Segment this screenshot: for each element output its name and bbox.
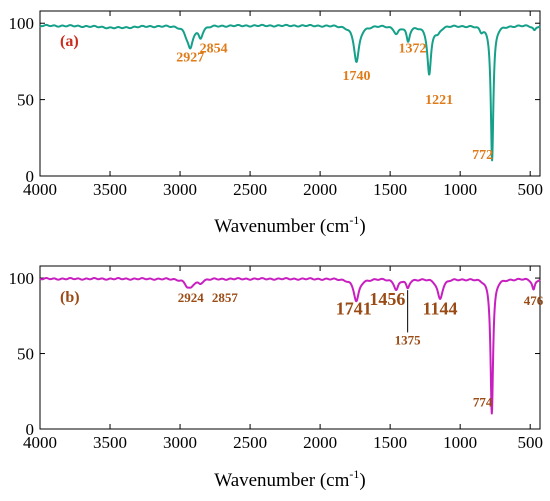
x-axis-label-b: Wavenumber (cm-1)	[214, 467, 365, 491]
x-tick-label: 500	[517, 433, 543, 452]
x-tick-label: 3000	[163, 180, 197, 199]
y-tick-label: 100	[9, 14, 35, 33]
plot-frame-b	[39, 265, 541, 430]
x-tick-label: 2500	[233, 433, 267, 452]
x-tick-label: 1500	[373, 433, 407, 452]
peak-label: 772	[472, 148, 493, 163]
peak-label: 2854	[200, 41, 228, 56]
x-tick-label: 2000	[303, 433, 337, 452]
peak-label: 2927	[176, 50, 204, 65]
x-tick-label: 1500	[373, 180, 407, 199]
series-b	[39, 277, 541, 415]
y-tick-label: 100	[9, 269, 35, 288]
panel-label-a: (a)	[60, 33, 79, 50]
x-tick-label: 4000	[23, 433, 57, 452]
x-tick-label: 3500	[93, 180, 127, 199]
series-a	[39, 23, 541, 162]
peak-label: 1375	[395, 332, 422, 347]
peak-label: 1372	[399, 41, 427, 56]
panel-label-b: (b)	[60, 289, 80, 306]
peak-label: 1144	[422, 298, 457, 318]
peak-label: 2857	[212, 290, 239, 305]
panel-a: 4000 3500 3000 2500 2000 1500 1000 500 0 50 100 29…	[9, 10, 543, 237]
peak-label: 1741	[336, 298, 372, 318]
x-tick-label: 2500	[233, 180, 267, 199]
ticks-b: 4000 3500 3000 2500 2000 1500 1000 500 0 50 100	[9, 266, 543, 452]
x-tick-label: 2000	[303, 180, 337, 199]
peak-label: 1221	[425, 93, 453, 108]
x-tick-label: 1000	[443, 433, 477, 452]
peak-label: 1456	[369, 289, 405, 309]
x-axis-label-a: Wavenumber (cm-1)	[214, 213, 365, 237]
x-tick-label: 3500	[93, 433, 127, 452]
y-tick-label: 0	[26, 167, 35, 186]
spectrum-line	[39, 23, 541, 162]
y-tick-label: 50	[17, 345, 34, 364]
y-tick-label: 0	[26, 420, 35, 439]
plot-frame-a	[39, 10, 541, 177]
ticks-a: 4000 3500 3000 2500 2000 1500 1000 500 0 50 100	[9, 11, 543, 199]
spectrum-line	[39, 277, 541, 415]
x-tick-label: 4000	[23, 180, 57, 199]
peak-label: 2924	[178, 290, 205, 305]
peak-label: 476	[524, 293, 544, 308]
peak-label: 1740	[343, 69, 371, 84]
x-tick-label: 1000	[443, 180, 477, 199]
panel-b: 4000 3500 3000 2500 2000 1500 1000 500 0 50 100 29…	[9, 265, 544, 491]
x-tick-label: 3000	[163, 433, 197, 452]
peak-label: 774	[473, 394, 493, 409]
x-tick-label: 500	[517, 180, 543, 199]
y-tick-label: 50	[17, 91, 34, 110]
